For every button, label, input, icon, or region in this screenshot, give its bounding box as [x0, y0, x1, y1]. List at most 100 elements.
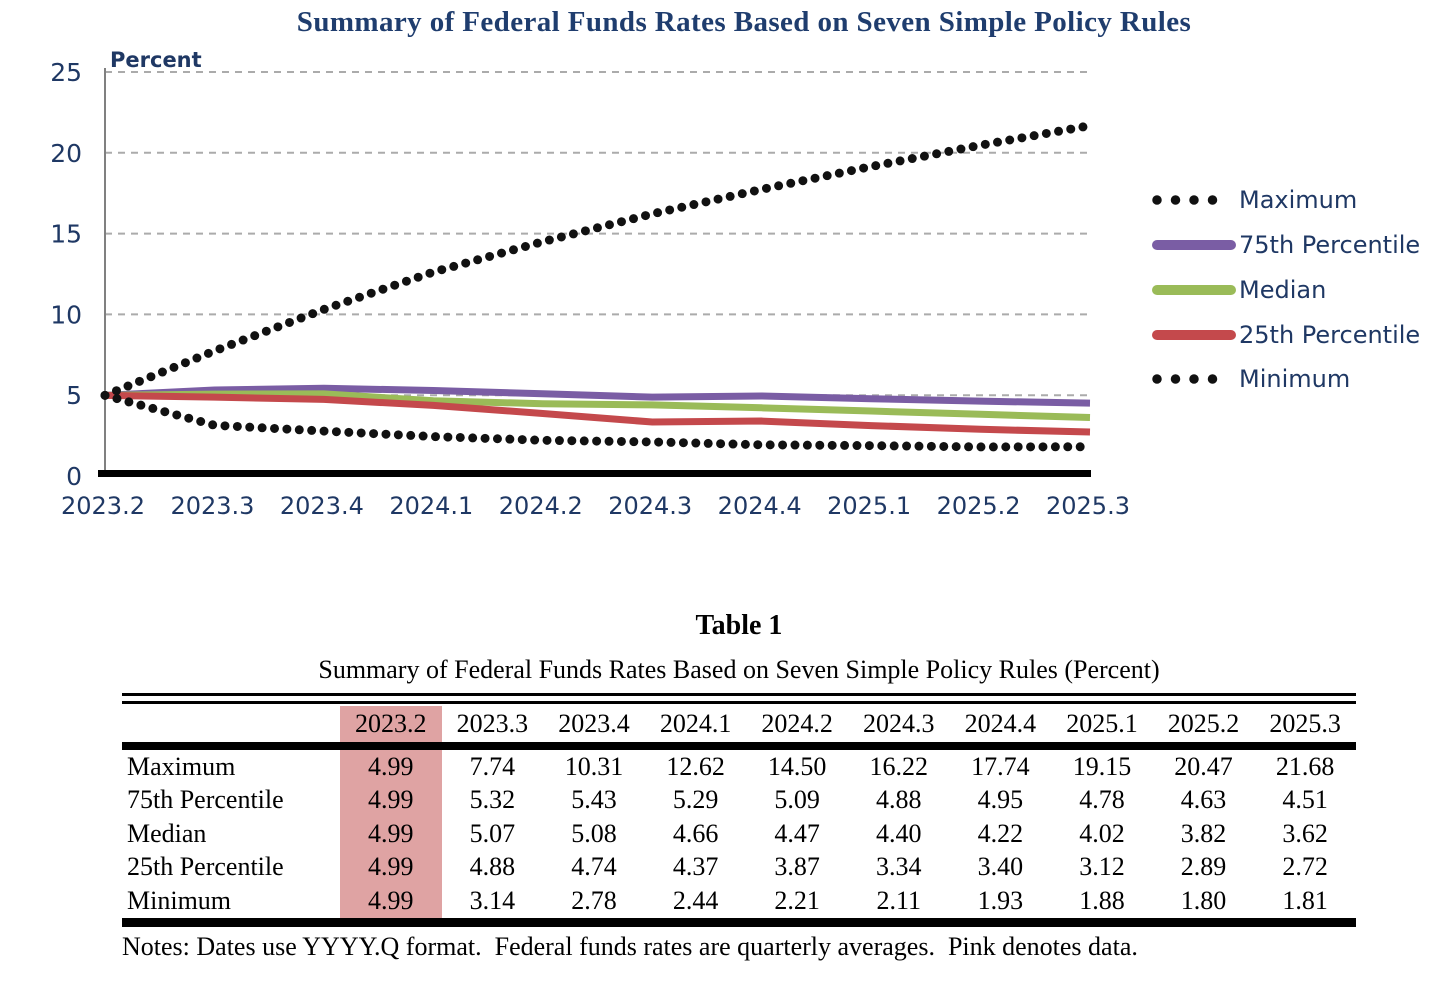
legend-swatch-dotted: [1152, 195, 1236, 206]
cell-value: 2.89: [1180, 852, 1227, 882]
x-tick-label: 2023.3: [170, 492, 254, 520]
x-tick-label: 2023.4: [280, 492, 364, 520]
table-section: Table 1 Summary of Federal Funds Rates B…: [122, 610, 1356, 962]
cell-value: 3.82: [1180, 818, 1227, 848]
legend-item-25th-percentile: 25th Percentile: [1152, 312, 1420, 357]
cell-value: 3.12: [1079, 852, 1125, 882]
legend-label: 25th Percentile: [1239, 320, 1421, 349]
cell-value: 14.50: [767, 751, 827, 781]
table-row: Minimum 4.99 3.14 2.78 2.44 2.21 2.11 1.93 1.88 1…: [122, 884, 1356, 922]
column-header: 2025.1: [1066, 709, 1138, 738]
legend-item-maximum: Maximum: [1152, 178, 1420, 223]
legend-item-75th-percentile: 75th Percentile: [1152, 223, 1420, 268]
cell-value: 3.87: [774, 852, 820, 882]
cell-value: 4.37: [672, 852, 719, 882]
series-line-maximum: [100, 121, 1095, 400]
cell-value: 4.95: [977, 785, 1024, 815]
cell-value: 10.31: [564, 751, 624, 781]
legend-label: Minimum: [1239, 365, 1351, 394]
cell-value: 20.47: [1174, 751, 1233, 781]
table-row: Maximum 4.99 7.74 10.31 12.62 14.50 16.22 17.74…: [122, 746, 1356, 784]
y-tick-label: 0: [66, 462, 82, 491]
y-axis-title: Percent: [110, 48, 202, 72]
chart-legend: Maximum 75th Percentile Median 25th Percent…: [1152, 178, 1420, 402]
legend-label: Maximum: [1239, 186, 1358, 215]
cell-value: 4.99: [340, 783, 442, 817]
row-label: Maximum: [127, 751, 236, 781]
y-tick-label: 15: [50, 220, 82, 249]
cell-value: 5.29: [672, 785, 719, 815]
x-tick-label: 2025.3: [1046, 492, 1130, 520]
cell-value: 2.21: [774, 885, 820, 915]
column-header: 2024.3: [863, 709, 935, 738]
legend-label: Median: [1239, 275, 1327, 304]
cell-value: 4.63: [1180, 785, 1227, 815]
table-subtitle: Summary of Federal Funds Rates Based on …: [318, 655, 1160, 684]
cell-value: 3.14: [469, 885, 516, 915]
table-row: 25th Percentile 4.99 4.88 4.74 4.37 3.87 3.34 3…: [122, 850, 1356, 884]
rates-chart: 0 5 10 15 20 25 2023.2 2023.3 2023.4 2024.1 2024.2…: [50, 58, 1130, 520]
row-label: 25th Percentile: [127, 852, 284, 882]
legend-item-minimum: Minimum: [1152, 357, 1420, 402]
column-header: 2024.4: [964, 709, 1037, 738]
cell-value: 1.81: [1282, 885, 1328, 915]
cell-value: 4.78: [1079, 785, 1125, 815]
cell-value: 2.72: [1282, 852, 1328, 882]
table-body: Maximum 4.99 7.74 10.31 12.62 14.50 16.22 17.74…: [122, 746, 1356, 922]
cell-value: 4.99: [340, 850, 442, 884]
cell-value: 2.78: [571, 885, 617, 915]
table-header: 2023.2 2023.3 2023.4 2024.1 2024.2 2024.3 2024…: [122, 706, 1356, 746]
table-row: 75th Percentile 4.99 5.32 5.43 5.29 5.09 4.88 4…: [122, 783, 1356, 817]
y-tick-label: 10: [50, 300, 82, 329]
cell-value: 4.88: [876, 785, 922, 815]
table-top-double-rule: [122, 693, 1356, 704]
cell-value: 3.34: [876, 852, 922, 882]
cell-value: 3.40: [977, 852, 1024, 882]
cell-value: 4.51: [1282, 785, 1328, 815]
x-tick-label: 2025.1: [827, 492, 911, 520]
row-label: Minimum: [127, 885, 232, 915]
chart-title: Summary of Federal Funds Rates Based on …: [296, 6, 1192, 38]
legend-swatch-solid: [1152, 240, 1236, 251]
cell-value: 16.22: [869, 751, 929, 781]
cell-value: 17.74: [971, 751, 1030, 781]
column-header: 2023.3: [456, 709, 529, 738]
cell-value: 5.07: [469, 818, 516, 848]
column-header: 2025.2: [1167, 709, 1240, 738]
table-header-row: 2023.2 2023.3 2023.4 2024.1 2024.2 2024.3 2024…: [122, 706, 1356, 746]
series-line-minimum: [100, 390, 1095, 452]
y-tick-label: 5: [66, 381, 82, 410]
cell-value: 4.40: [876, 818, 922, 848]
table-title: Table 1: [695, 610, 783, 641]
cell-value: 4.02: [1079, 818, 1125, 848]
cell-value: 5.09: [774, 785, 820, 815]
cell-value: 1.80: [1180, 885, 1227, 915]
cell-value: 5.32: [469, 785, 516, 815]
x-tick-label: 2025.2: [937, 492, 1021, 520]
x-tick-label: 2024.2: [499, 492, 583, 520]
column-header: 2024.2: [761, 709, 833, 738]
cell-value: 1.88: [1079, 885, 1125, 915]
cell-value: 4.47: [774, 818, 820, 848]
series-line-75th-percentile: [104, 384, 1091, 407]
cell-value: 12.62: [666, 751, 725, 781]
column-header: 2024.1: [659, 709, 732, 738]
legend-label: 75th Percentile: [1239, 231, 1421, 260]
y-tick-label: 25: [50, 58, 82, 87]
cell-value: 4.88: [469, 852, 516, 882]
cell-value: 5.08: [571, 818, 617, 848]
legend-swatch-dotted: [1152, 374, 1236, 385]
column-header: [122, 706, 340, 746]
x-tick-label: 2024.1: [389, 492, 473, 520]
column-header: 2023.2: [340, 706, 442, 746]
cell-value: 2.11: [876, 885, 922, 915]
legend-swatch-solid: [1152, 284, 1236, 295]
cell-value: 5.43: [571, 785, 617, 815]
column-header: 2025.3: [1269, 709, 1341, 738]
series-line-median: [104, 390, 1091, 421]
cell-value: 7.74: [469, 751, 516, 781]
cell-value: 4.99: [340, 746, 442, 784]
cell-value: 1.93: [977, 885, 1024, 915]
table-row: Median 4.99 5.07 5.08 4.66 4.47 4.40 4.22 4.02 3.…: [122, 817, 1356, 851]
